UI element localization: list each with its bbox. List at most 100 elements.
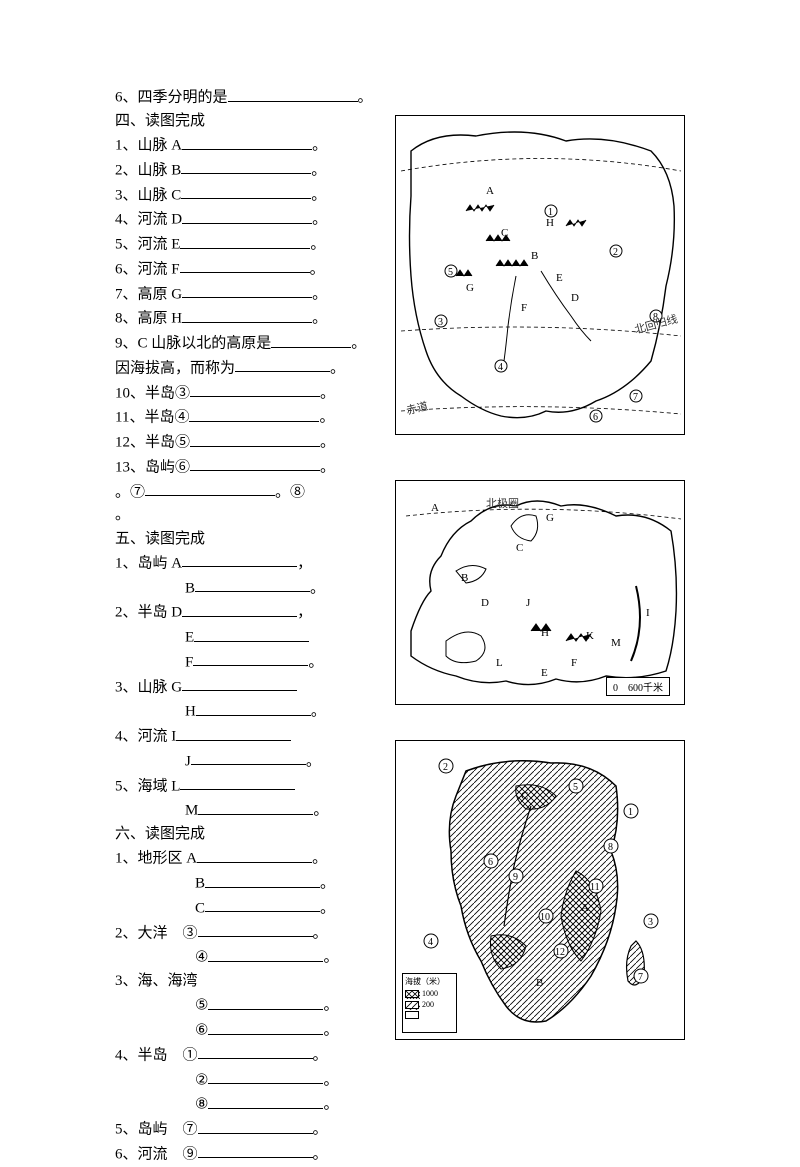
blank[interactable]	[181, 158, 311, 175]
blank[interactable]	[182, 675, 297, 692]
svg-text:B: B	[531, 250, 538, 262]
svg-text:3: 3	[438, 317, 443, 328]
blank[interactable]	[197, 846, 312, 863]
sec6-row: 1、地形区 A。	[115, 846, 390, 871]
blank[interactable]	[198, 1043, 313, 1060]
blank[interactable]	[198, 921, 313, 938]
svg-text:9: 9	[513, 872, 518, 883]
sec4-title: 四、读图完成	[115, 110, 390, 133]
svg-text:F: F	[521, 302, 527, 314]
sec5-row: B。	[115, 576, 390, 601]
svg-text:L: L	[496, 657, 503, 669]
blank[interactable]	[189, 405, 319, 422]
svg-text:M: M	[611, 637, 621, 649]
svg-text:E: E	[541, 667, 548, 679]
svg-text:1: 1	[548, 207, 553, 218]
blank[interactable]	[180, 774, 295, 791]
svg-text:A: A	[486, 185, 494, 197]
sec4-item: 6、河流 F。	[115, 257, 390, 282]
svg-text:D: D	[481, 597, 489, 609]
q9a-blank[interactable]	[271, 331, 351, 348]
blank[interactable]	[195, 576, 310, 593]
blank[interactable]	[196, 699, 311, 716]
map-africa: A B C 1 2 3 4 5 6 7 8 9 10 11 12 海拔（米） 1…	[395, 740, 685, 1040]
sec5-row: H。	[115, 699, 390, 724]
q9b-blank[interactable]	[235, 356, 330, 373]
svg-text:8: 8	[608, 842, 613, 853]
svg-text:10: 10	[540, 912, 550, 923]
q6-prefix: 6、四季分明的是	[115, 90, 228, 106]
blank[interactable]	[205, 871, 320, 888]
svg-text:6: 6	[488, 857, 493, 868]
sec6-row: ⑥。	[115, 1018, 390, 1043]
sec6-row: ②。	[115, 1068, 390, 1093]
sec4-q9a: 9、C 山脉以北的高原是。	[115, 331, 390, 356]
blank[interactable]	[190, 455, 320, 472]
blank[interactable]	[190, 381, 320, 398]
svg-text:7: 7	[633, 392, 638, 403]
sec4-item2: 10、半岛③。	[115, 381, 390, 406]
sec5-title: 五、读图完成	[115, 528, 390, 551]
sec6-row: 2、大洋 ③。	[115, 921, 390, 946]
sec4-item: 8、高原 H。	[115, 306, 390, 331]
sec4-item: 2、山脉 B。	[115, 158, 390, 183]
blank[interactable]	[182, 600, 297, 617]
sec5-row: 3、山脉 G	[115, 675, 390, 700]
blank[interactable]	[191, 749, 306, 766]
sec4-items2: 10、半岛③。11、半岛④。12、半岛⑤。13、岛屿⑥。	[115, 381, 390, 480]
q6-suffix: 。	[358, 90, 373, 106]
blank[interactable]	[205, 896, 320, 913]
svg-text:A: A	[581, 902, 589, 914]
svg-text:B: B	[461, 572, 468, 584]
sec4-item: 7、高原 G。	[115, 282, 390, 307]
blank[interactable]	[198, 798, 313, 815]
blank[interactable]	[208, 1018, 323, 1035]
svg-text:G: G	[546, 512, 554, 524]
sec6-row: C。	[115, 896, 390, 921]
worksheet-content: 6、四季分明的是。 四、读图完成 1、山脉 A。2、山脉 B。3、山脉 C。4、…	[115, 85, 390, 1167]
sec4-item: 1、山脉 A。	[115, 133, 390, 158]
sec4-tail2: 。	[115, 504, 390, 527]
blank[interactable]	[182, 207, 312, 224]
svg-text:C: C	[501, 227, 508, 239]
sec5-row: J。	[115, 749, 390, 774]
svg-text:J: J	[526, 597, 531, 609]
scale-bar: 0 600千米	[606, 677, 670, 696]
sec5-row: M。	[115, 798, 390, 823]
sec6-row: 6、河流 ⑨。	[115, 1142, 390, 1167]
sec5-row: 1、岛屿 A，	[115, 551, 390, 576]
sec6-row: ⑤。	[115, 993, 390, 1018]
blank[interactable]	[193, 650, 308, 667]
tail-blank-7[interactable]	[145, 480, 275, 497]
blank[interactable]	[208, 1068, 323, 1085]
blank[interactable]	[190, 430, 320, 447]
blank[interactable]	[182, 306, 312, 323]
blank[interactable]	[208, 945, 323, 962]
sec4-item: 3、山脉 C。	[115, 183, 390, 208]
blank[interactable]	[182, 551, 297, 568]
sec5-rows: 1、岛屿 A，B。2、半岛 D，EF。3、山脉 GH。4、河流 IJ。5、海域 …	[115, 551, 390, 823]
svg-text:C: C	[516, 542, 523, 554]
sec4-item2: 13、岛屿⑥。	[115, 455, 390, 480]
sec5-row: 4、河流 I	[115, 724, 390, 749]
sec4-item2: 12、半岛⑤。	[115, 430, 390, 455]
sec5-row: E	[115, 625, 390, 650]
sec5-row: 2、半岛 D，	[115, 600, 390, 625]
blank[interactable]	[182, 133, 312, 150]
sec5-row: 5、海域 L	[115, 774, 390, 799]
blank[interactable]	[194, 625, 309, 642]
blank[interactable]	[208, 1092, 323, 1109]
svg-text:4: 4	[428, 937, 433, 948]
blank[interactable]	[180, 257, 310, 274]
blank[interactable]	[180, 232, 310, 249]
blank[interactable]	[176, 724, 291, 741]
svg-text:D: D	[571, 292, 579, 304]
sec6-row: ④。	[115, 945, 390, 970]
blank[interactable]	[198, 1117, 313, 1134]
q6-blank[interactable]	[228, 85, 358, 102]
blank[interactable]	[198, 1142, 313, 1159]
svg-text:1: 1	[628, 807, 633, 818]
blank[interactable]	[181, 183, 311, 200]
blank[interactable]	[208, 993, 323, 1010]
blank[interactable]	[182, 282, 312, 299]
